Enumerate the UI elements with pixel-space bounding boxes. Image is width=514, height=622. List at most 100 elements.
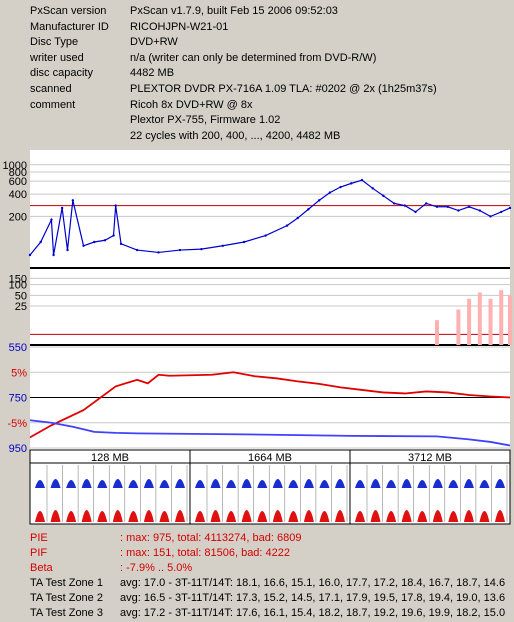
stats-label: PIF [30, 547, 48, 559]
pif-bar [434, 320, 439, 345]
stats-value: : max: 151, total: 81506, bad: 4222 [120, 547, 291, 559]
ta-hist-blue [112, 479, 123, 488]
pif-bar [508, 295, 512, 345]
ta-hist-red [81, 510, 92, 522]
ta-hist-red [355, 511, 365, 522]
pie-point [414, 210, 417, 214]
pie-point [339, 185, 342, 189]
ta-hist-red [210, 510, 221, 522]
pif-bar [467, 298, 472, 345]
ta-hist-blue [303, 479, 314, 488]
tick-label: 25 [15, 301, 27, 313]
pie-point [446, 205, 449, 208]
pie-point [39, 240, 42, 244]
tick-label: 400 [9, 189, 27, 201]
pie-point [103, 239, 107, 242]
series-beta-line [29, 371, 511, 439]
pie-point [82, 244, 85, 247]
pie-point [457, 209, 460, 212]
pie-point [112, 234, 115, 237]
pie-point [52, 253, 55, 257]
ta-hist-blue [355, 480, 365, 488]
disc-info-panel: PxScan version PxScan v1.7.9, built Feb 1… [0, 0, 514, 148]
ta-hist-red [97, 511, 108, 522]
pie-point [200, 247, 203, 251]
ta-hist-red [417, 511, 428, 522]
pie-point [489, 215, 492, 218]
plot-area [30, 150, 510, 450]
ta-hist-blue [35, 480, 45, 488]
pie-point [425, 202, 428, 205]
ta-hist-blue [401, 479, 412, 488]
ta-hist-blue [432, 479, 443, 488]
info-label: disc capacity [30, 67, 93, 80]
pif-bar [477, 292, 482, 345]
tick-label: 200 [9, 211, 27, 223]
pie-point [60, 206, 64, 210]
ta-hist-blue [195, 480, 205, 488]
info-value: RICOHJPN-W21-01 [130, 20, 229, 33]
pie-point [382, 194, 385, 198]
pie-point [66, 248, 69, 252]
ta-hist-blue [241, 479, 252, 488]
ta-hist-blue [226, 480, 237, 488]
ta-hist-red [159, 511, 170, 522]
ta-hist-blue [159, 480, 170, 488]
pie-point [71, 199, 75, 202]
ta-hist-red [50, 510, 61, 522]
ta-hist-red [303, 510, 314, 522]
pie-point [264, 234, 267, 237]
info-value: 22 cycles with 200, 400, ..., 4200, 4482… [130, 129, 341, 142]
info-label: comment [30, 98, 76, 111]
ta-hist-red [128, 511, 139, 522]
ta-hist-blue [66, 480, 77, 488]
ta-hist-red [335, 510, 345, 522]
info-label: Manufacturer ID [30, 20, 109, 33]
tick-label: 5% [11, 367, 27, 379]
tick-label: 600 [9, 176, 27, 188]
pie-point [435, 205, 439, 208]
info-label: PxScan version [30, 5, 107, 17]
info-label: writer used [30, 51, 84, 64]
tick-label: 50 [15, 290, 27, 302]
pie-point [307, 208, 310, 211]
series-jitter-line [29, 419, 511, 447]
ta-hist-red [195, 511, 205, 522]
ta-hist-blue [128, 480, 139, 488]
pie-point [50, 218, 53, 221]
ta-hist-red [319, 511, 330, 522]
stats-label: TA Test Zone 2 [30, 592, 103, 604]
stats-value: : max: 975, total: 4113274, bad: 6809 [120, 532, 302, 544]
info-value: PLEXTOR DVDR PX-716A 1.09 TLA: #0202 @ 2… [130, 83, 437, 95]
pie-point [392, 202, 396, 205]
stats-value: avg: 17.2 - 3T-11T/14T: 17.6, 16.1, 15.4… [120, 607, 506, 619]
ta-hist-blue [495, 479, 505, 488]
pie-point [350, 182, 353, 185]
stats-value: avg: 16.5 - 3T-11T/14T: 17.3, 15.2, 14.5… [120, 592, 506, 604]
tick-label: 750 [9, 393, 27, 405]
ta-hist-red [370, 510, 381, 522]
info-value: PxScan v1.7.9, built Feb 15 2006 09:52:0… [130, 5, 338, 17]
pie-point [328, 191, 332, 194]
info-value: Ricoh 8x DVD+RW @ 8x [130, 98, 253, 111]
ta-zone-label: 3712 MB [408, 452, 452, 464]
info-label: scanned [30, 83, 72, 95]
pie-point [242, 240, 246, 244]
pie-point [403, 204, 407, 207]
ta-hist-blue [210, 479, 221, 488]
info-value: Plextor PX-755, Firmware 1.02 [130, 114, 281, 127]
pie-point [317, 199, 321, 202]
pie-point [371, 187, 374, 190]
ta-hist-red [241, 510, 252, 522]
pie-point [114, 204, 117, 207]
pie-point [93, 240, 96, 244]
ta-hist-blue [463, 479, 474, 488]
ta-hist-blue [335, 479, 345, 488]
ta-hist-blue [175, 479, 185, 488]
pie-point [135, 248, 139, 252]
ta-hist-red [432, 510, 443, 522]
tick-label: 150 [9, 273, 27, 285]
pie-point [467, 205, 471, 208]
tick-label: -5% [7, 418, 27, 430]
